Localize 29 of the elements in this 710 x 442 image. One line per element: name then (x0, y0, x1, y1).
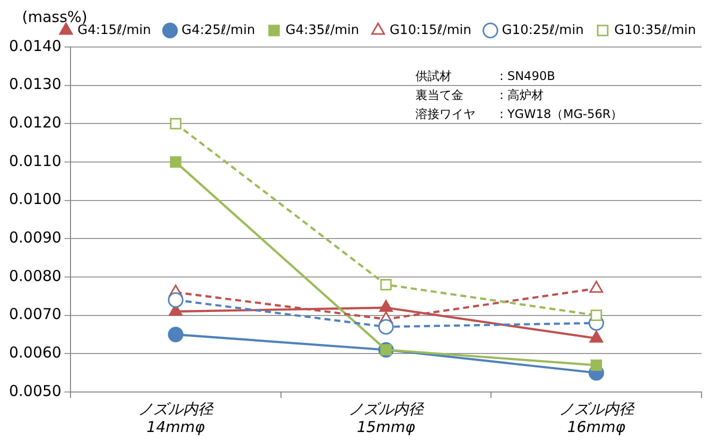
legend-label: G10:15ℓ/min (390, 22, 472, 38)
y-tick-label: 0.0060 (8, 344, 62, 362)
x-tick-label: ノズル内径 16mmφ (558, 400, 635, 436)
point (170, 156, 182, 168)
point (380, 278, 392, 290)
y-tick-label: 0.0050 (8, 382, 62, 400)
x-tick-label: ノズル内径 15mmφ (348, 400, 424, 436)
y-tick-label: 0.0070 (8, 305, 62, 324)
annotation: 裏当て金 : 高炉材 (415, 88, 544, 102)
legend-label: G4:25ℓ/min (182, 22, 256, 38)
legend-label: G10:25ℓ/min (502, 22, 584, 38)
y-tick-label: 0.0100 (8, 190, 62, 208)
annotation: 供試材 : SN490B (415, 69, 556, 84)
annotation: 溶接ワイヤ : YGW18（MG-56R） (415, 107, 623, 122)
point (168, 326, 184, 342)
y-tick-label: 0.0110 (8, 152, 62, 170)
y-tick-label: 0.0130 (8, 75, 62, 94)
legend-label: G10:35ℓ/min (614, 22, 696, 38)
y-tick-label: 0.0080 (8, 266, 62, 285)
y-tick-label: 0.0090 (8, 228, 62, 247)
point (590, 310, 602, 322)
legend-label: G4:35ℓ/min (286, 22, 360, 38)
y-tick-label: 0.0120 (8, 114, 62, 132)
point (170, 118, 182, 130)
y-tick-label: 0.0140 (8, 36, 62, 55)
point (168, 292, 184, 308)
point (378, 319, 394, 335)
x-tick-label: ノズル内径 14mmφ (138, 400, 214, 436)
point (590, 359, 602, 371)
